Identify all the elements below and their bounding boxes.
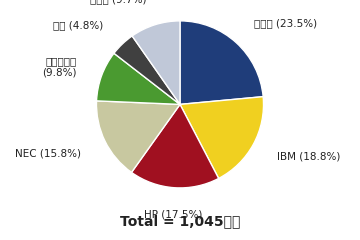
Wedge shape (180, 97, 264, 178)
Text: NEC (15.8%): NEC (15.8%) (15, 148, 81, 158)
Text: 富士通 (23.5%): 富士通 (23.5%) (254, 18, 317, 28)
Text: HP (17.5%): HP (17.5%) (144, 210, 202, 219)
Text: デル (4.8%): デル (4.8%) (53, 20, 104, 30)
Wedge shape (180, 21, 263, 104)
Wedge shape (132, 21, 180, 104)
Text: Total = 1,045億円: Total = 1,045億円 (120, 214, 240, 228)
Wedge shape (96, 53, 180, 104)
Wedge shape (114, 36, 180, 104)
Wedge shape (131, 104, 219, 188)
Wedge shape (96, 101, 180, 172)
Text: その他 (9.7%): その他 (9.7%) (90, 0, 146, 5)
Text: IBM (18.8%): IBM (18.8%) (277, 152, 340, 162)
Text: 日立製作所
(9.8%): 日立製作所 (9.8%) (42, 56, 76, 78)
